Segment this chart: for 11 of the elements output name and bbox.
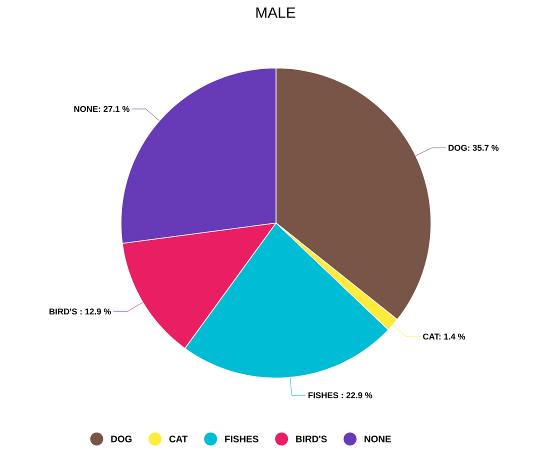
data-label: DOG: 35.7 % (448, 144, 499, 151)
legend-label: CAT (169, 436, 188, 442)
data-label: NONE: 27.1 % (74, 106, 130, 112)
data-label: FISHES : 22.9 % (308, 392, 372, 398)
legend-label: BIRD'S (296, 436, 327, 442)
data-label: CAT: 1.4 % (423, 334, 466, 340)
legend-label: NONE (364, 436, 391, 442)
legend-label: FISHES (225, 436, 258, 442)
chart-title: MALE (256, 8, 296, 18)
data-label: BIRD'S : 12.9 % (50, 308, 111, 315)
legend-label: DOG (111, 436, 132, 442)
